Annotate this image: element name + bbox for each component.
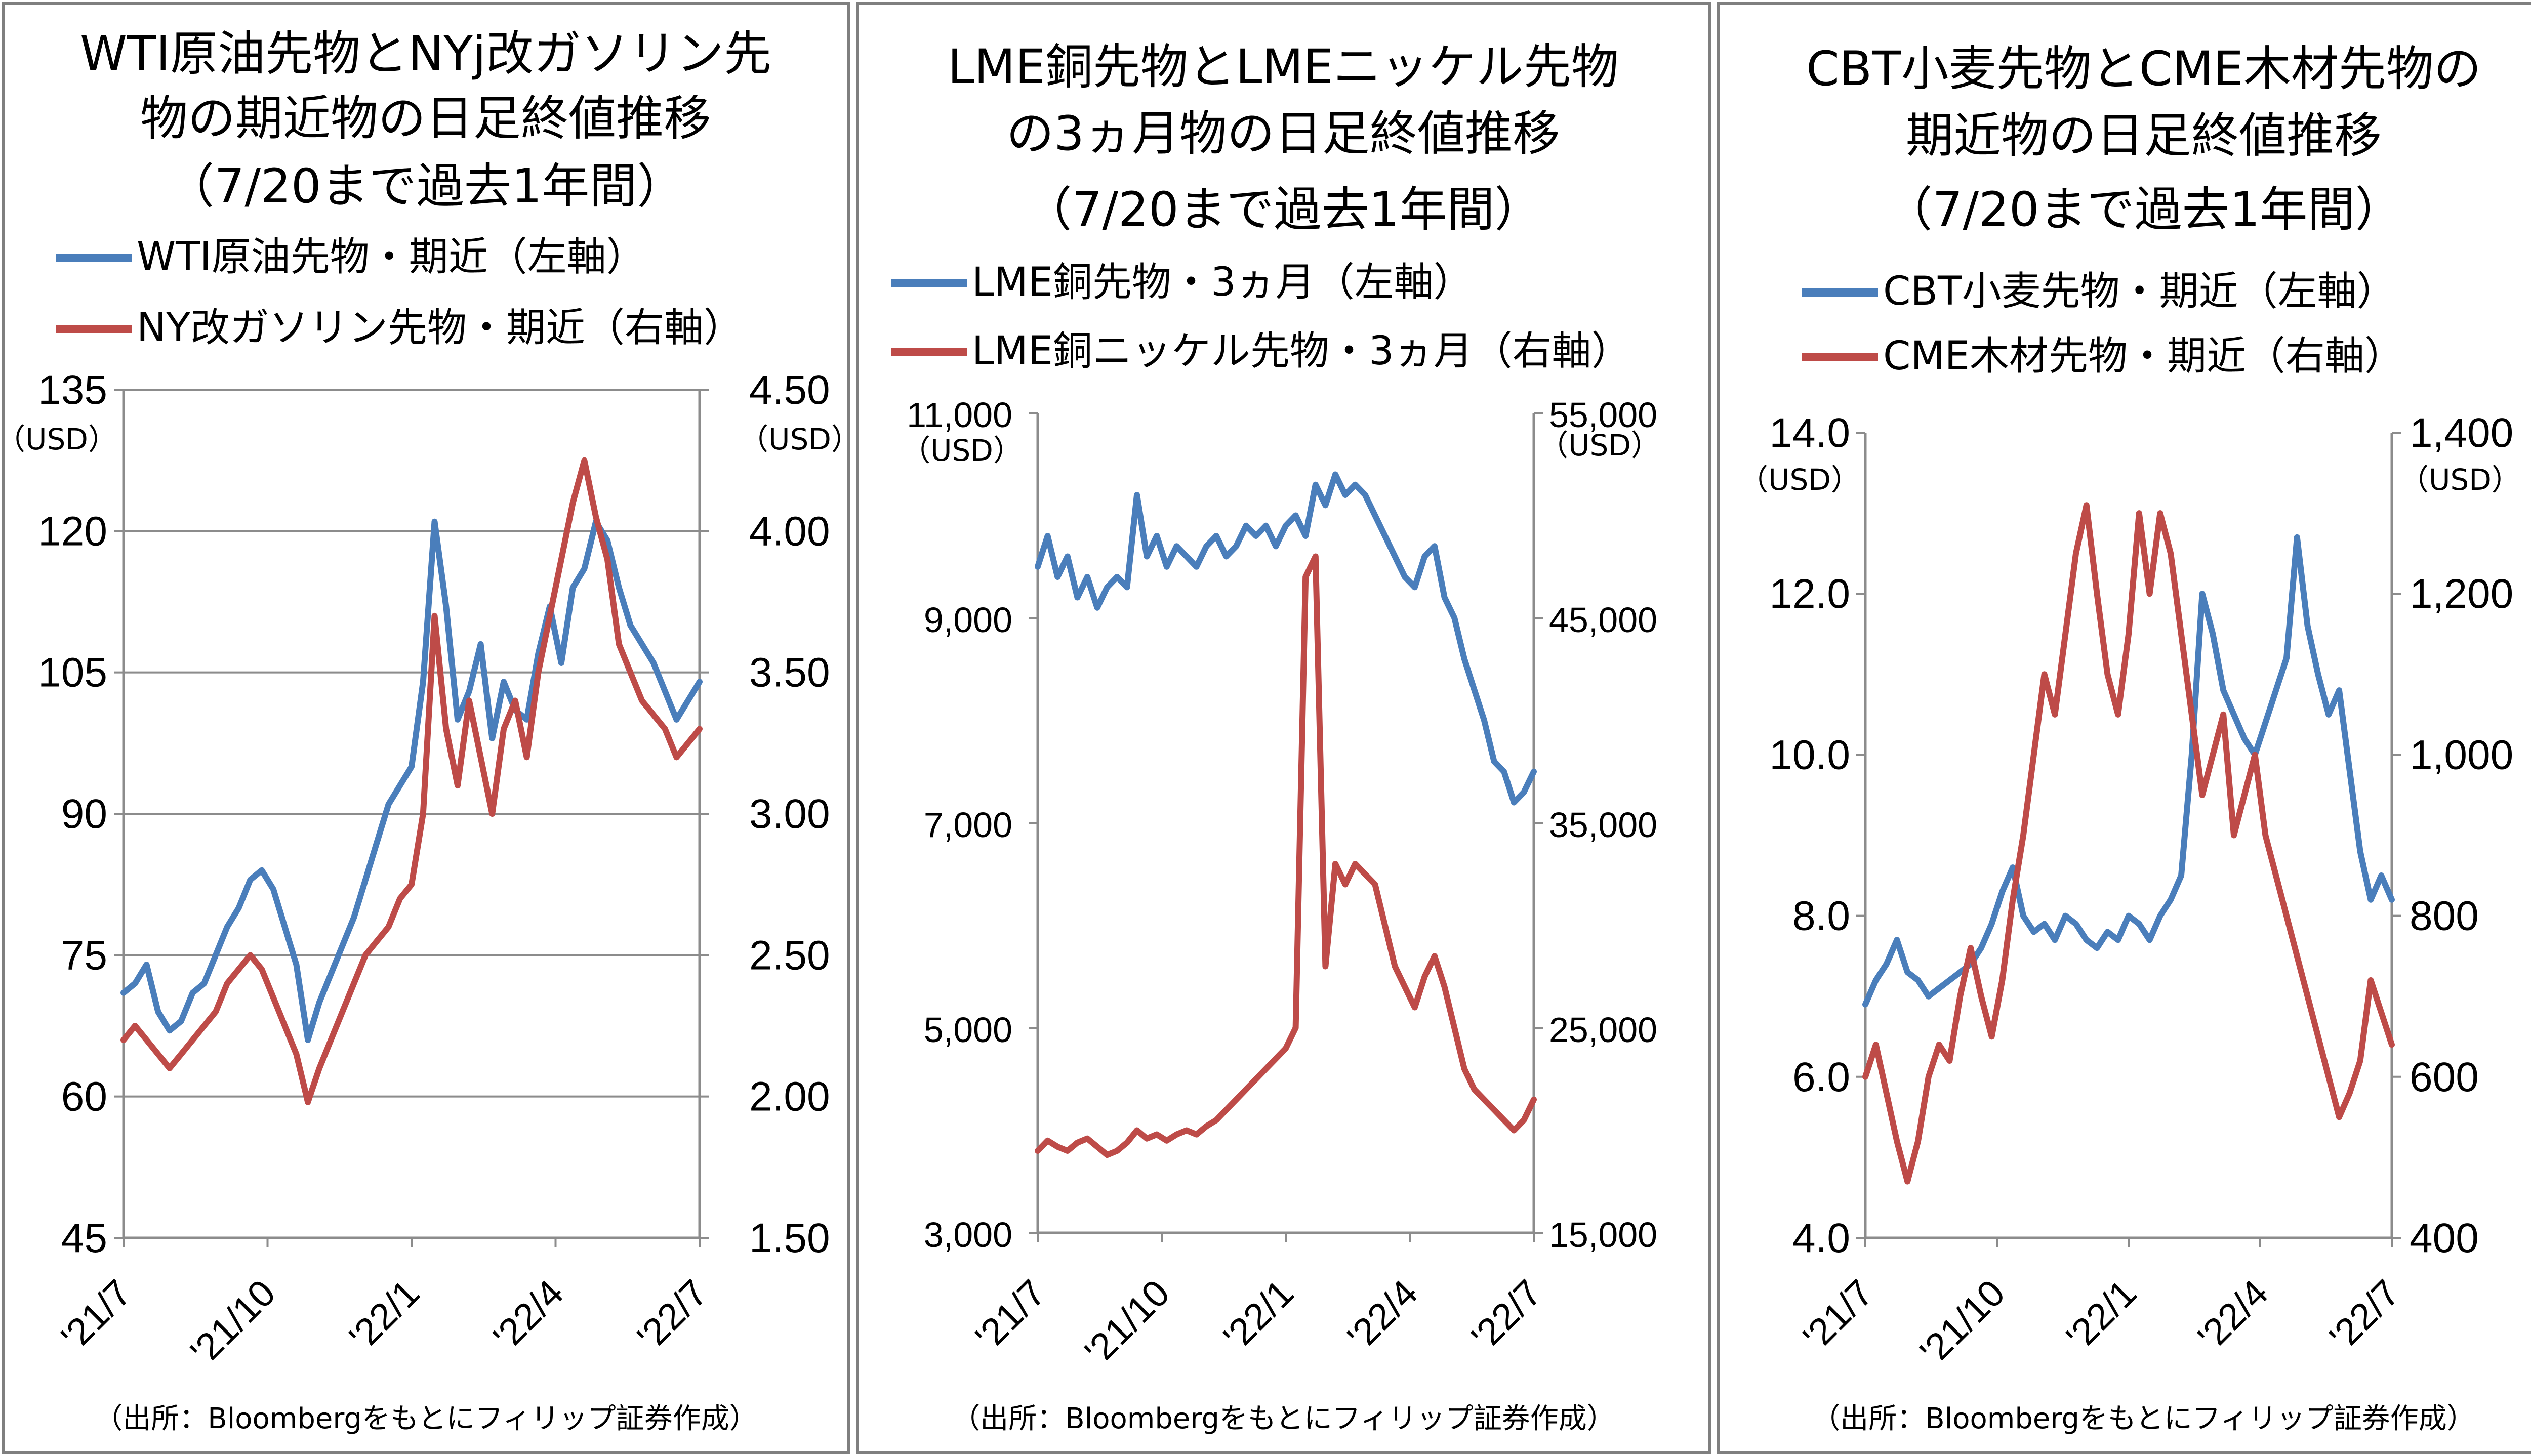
y-tick-label-right: 400 [2410,1215,2479,1261]
source-note: （出所：Bloombergをもとにフィリップ証券作成） [952,1402,1615,1435]
chart-title-line-2: 物の期近物の日足終値推移 [140,91,711,146]
source-note: （出所：Bloombergをもとにフィリップ証券作成） [1812,1402,2475,1435]
panel-border [856,2,1711,1454]
chart-title-line-3: （7/20まで過去1年間） [167,159,685,214]
chart-title-line-1: LME銅先物とLMEニッケル先物 [948,39,1619,95]
y-tick-label-left: 135 [38,367,107,413]
series-line-2 [120,457,703,1105]
legend-label-2: LME銅ニッケル先物・3ヵ月（右軸） [972,328,1631,374]
y-unit-right: （USD） [1539,428,1660,463]
y-tick-label-left: 14.0 [1769,410,1850,456]
y-unit-right: （USD） [739,422,861,456]
legend-label-2: CME木材先物・期近（右軸） [1883,334,2404,379]
chart-title-line-1: CBT小麦先物とCME木材先物の [1806,41,2481,97]
series-line-2 [1862,502,2395,1185]
series-line-1 [1862,534,2395,1008]
chart-title-line-3: （7/20まで過去1年間） [1885,182,2403,237]
legend-label-1: LME銅先物・3ヵ月（左軸） [972,260,1473,305]
chart-title-line-1: WTI原油先物とNYj改ガソリン先 [80,26,771,81]
y-tick-label-right: 4.50 [749,367,830,413]
y-unit-right: （USD） [2399,463,2521,497]
legend-label-1: CBT小麦先物・期近（左軸） [1883,269,2396,314]
y-tick-label-right: 3.00 [749,791,830,837]
y-tick-label-left: 9,000 [924,600,1012,640]
y-tick-label-left: 45 [61,1215,107,1261]
y-tick-label-left: 3,000 [924,1215,1012,1255]
y-tick-label-left: 4.0 [1792,1215,1850,1261]
y-tick-label-right: 35,000 [1549,805,1657,845]
chart-title-line-3: （7/20まで過去1年間） [1025,182,1542,237]
panel-border [1717,2,2531,1454]
y-tick-label-right: 2.00 [749,1074,830,1120]
y-tick-label-left: 60 [61,1074,107,1120]
legend-label-1: WTI原油先物・期近（左軸） [137,234,646,280]
y-tick-label-left: 90 [61,791,107,837]
y-tick-label-right: 1,400 [2410,410,2513,456]
series-line-2 [1035,553,1537,1158]
y-unit-left: （USD） [1739,463,1860,497]
y-tick-label-right: 1.50 [749,1215,830,1261]
legend-label-2: NY改ガソリン先物・期近（右軸） [137,305,743,351]
y-unit-left: （USD） [0,422,117,456]
y-tick-label-left: 7,000 [924,805,1012,845]
y-tick-label-left: 120 [38,508,107,554]
y-tick-label-left: 12.0 [1769,571,1850,617]
chart-title-line-2: の3ヵ月物の日足終値推移 [1006,106,1560,161]
y-tick-label-right: 55,000 [1549,395,1657,435]
y-unit-left: （USD） [901,433,1023,468]
y-tick-label-left: 10.0 [1769,732,1850,778]
source-note: （出所：Bloombergをもとにフィリップ証券作成） [94,1402,757,1435]
y-tick-label-right: 25,000 [1549,1010,1657,1050]
y-tick-label-right: 600 [2410,1054,2479,1100]
series-line-1 [1035,471,1537,806]
y-tick-label-right: 45,000 [1549,600,1657,640]
y-tick-label-right: 3.50 [749,650,830,696]
y-tick-label-right: 1,000 [2410,732,2513,778]
y-tick-label-right: 4.00 [749,508,830,554]
y-tick-label-right: 800 [2410,893,2479,939]
y-tick-label-left: 105 [38,650,107,696]
y-tick-label-right: 15,000 [1549,1215,1657,1255]
y-tick-label-left: 8.0 [1792,893,1850,939]
y-tick-label-right: 1,200 [2410,571,2513,617]
y-tick-label-left: 6.0 [1792,1054,1850,1100]
chart-title-line-2: 期近物の日足終値推移 [1906,108,2382,163]
y-tick-label-left: 5,000 [924,1010,1012,1050]
y-tick-label-left: 75 [61,932,107,978]
y-tick-label-left: 11,000 [907,395,1012,435]
y-tick-label-right: 2.50 [749,932,830,978]
